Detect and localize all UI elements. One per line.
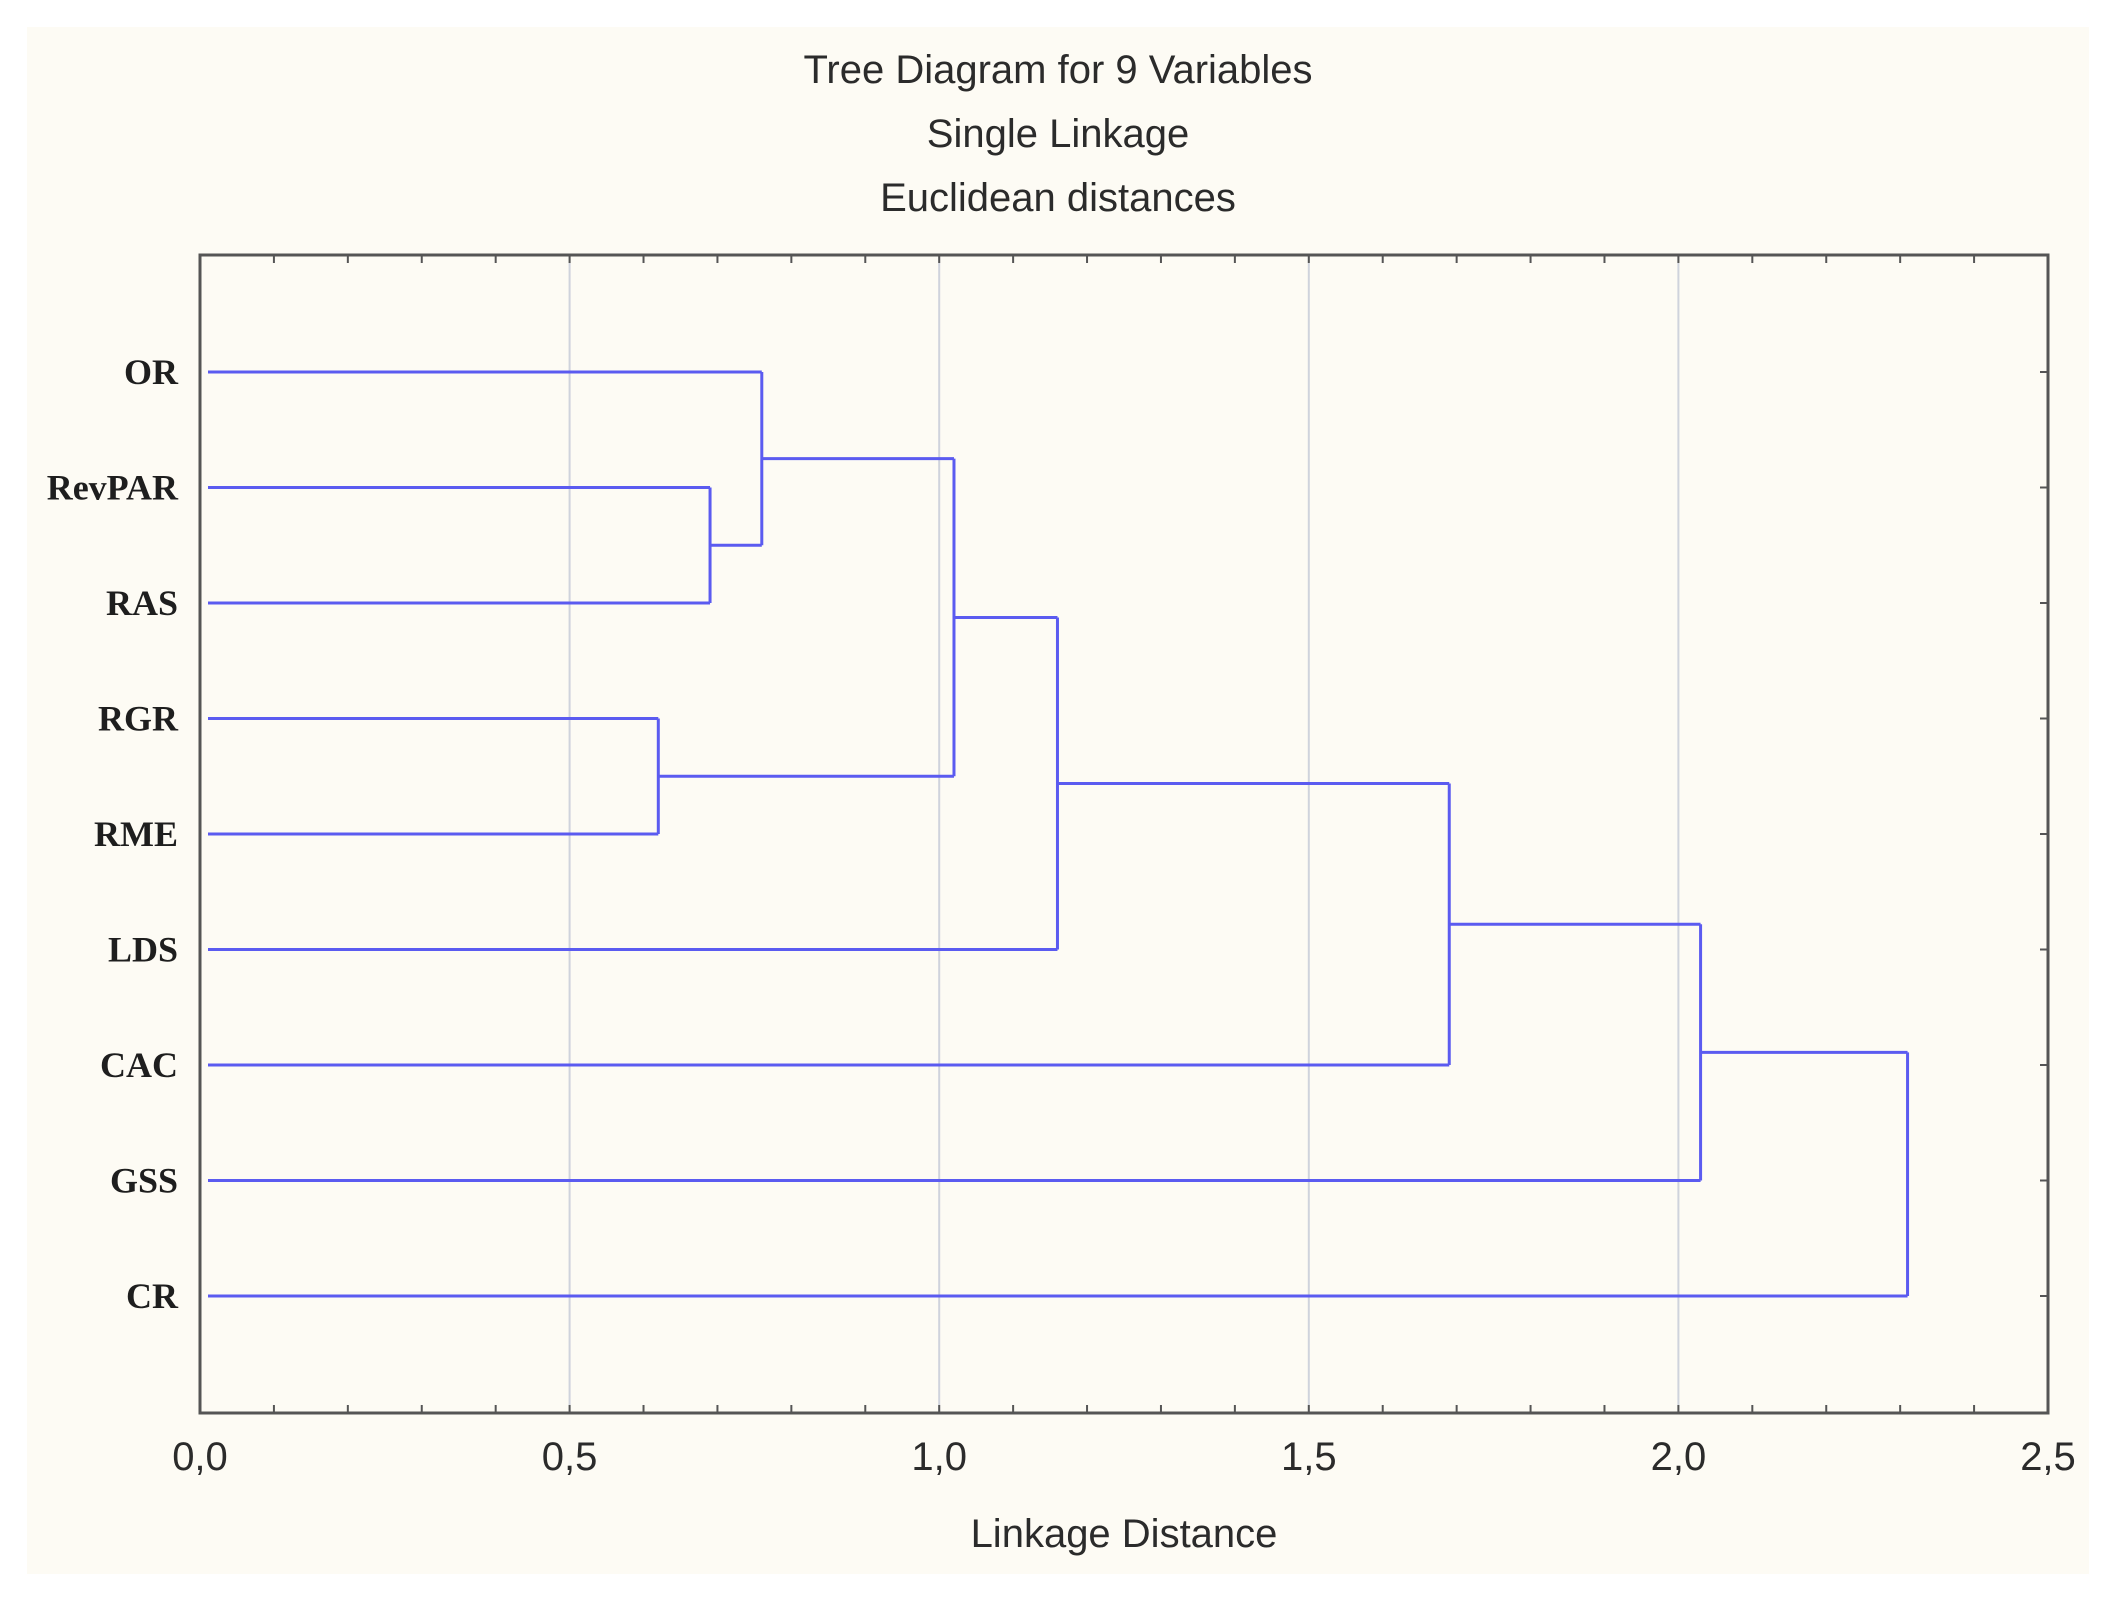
grid-lines (568, 255, 1680, 1413)
leaf-labels: OR RevPAR RAS RGR RME LDS CAC GSS CR (47, 352, 179, 1316)
leaf-label-cac: CAC (100, 1045, 178, 1085)
leaf-label-lds: LDS (108, 930, 178, 970)
leaf-label-ras: RAS (106, 583, 178, 623)
x-tick-label-0: 0,0 (172, 1435, 228, 1479)
x-axis-tick-labels: 0,0 0,5 1,0 1,5 2,0 2,5 (172, 1435, 2076, 1479)
axis-minor-ticks (199, 255, 2049, 1413)
chart-subtitle-distance: Euclidean distances (880, 176, 1236, 220)
chart-title: Tree Diagram for 9 Variables (803, 48, 1312, 92)
x-axis-label: Linkage Distance (971, 1512, 1278, 1556)
leaf-label-cr: CR (126, 1276, 179, 1316)
chart-subtitle-linkage: Single Linkage (927, 112, 1189, 156)
leaf-label-rgr: RGR (98, 699, 179, 739)
leaf-label-or: OR (124, 352, 179, 392)
leaf-label-rme: RME (94, 814, 178, 854)
x-tick-label-1: 0,5 (542, 1435, 598, 1479)
x-tick-label-5: 2,5 (2020, 1435, 2076, 1479)
leaf-label-gss: GSS (110, 1161, 178, 1201)
x-tick-label-4: 2,0 (1651, 1435, 1707, 1479)
x-tick-label-2: 1,0 (911, 1435, 967, 1479)
leaf-label-revpar: RevPAR (47, 468, 179, 508)
x-tick-label-3: 1,5 (1281, 1435, 1337, 1479)
dendrogram-links (208, 370, 1910, 1298)
